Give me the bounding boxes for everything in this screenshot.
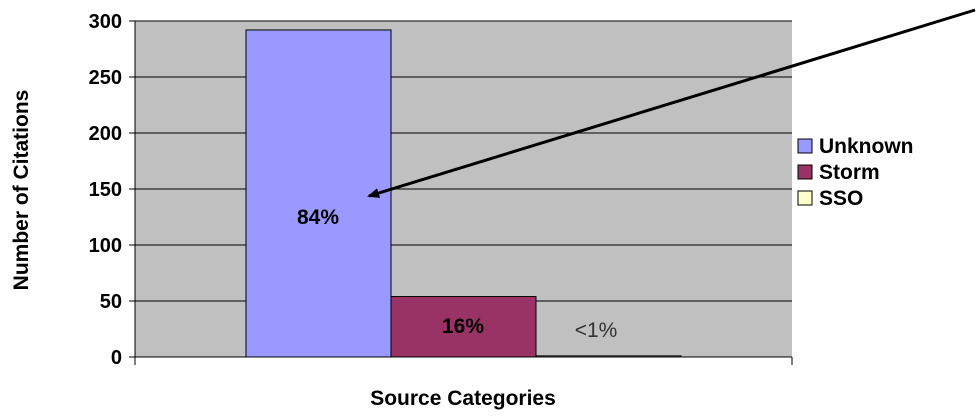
- y-tick-label: 200: [89, 123, 122, 145]
- bar-storm: [390, 296, 537, 358]
- legend-label-unknown: Unknown: [819, 135, 914, 158]
- y-tick-label: 300: [89, 11, 122, 33]
- data-label-storm: 16%: [442, 315, 484, 338]
- y-tick-label: 250: [89, 67, 122, 89]
- legend-label-sso: SSO: [819, 187, 863, 210]
- legend-swatch-sso: [797, 190, 813, 206]
- y-tick-label: 50: [100, 291, 122, 313]
- y-axis-title: Number of Citations: [10, 90, 33, 291]
- data-label-unknown: 84%: [297, 206, 339, 229]
- legend-label-storm: Storm: [819, 161, 880, 184]
- legend-swatch-storm: [797, 164, 813, 180]
- legend-swatch-unknown: [797, 138, 813, 154]
- bar-unknown: [245, 29, 392, 358]
- y-tick-label: 100: [89, 235, 122, 257]
- annotation-arrow: [367, 8, 976, 198]
- data-label-sso: <1%: [575, 319, 618, 342]
- y-tick-label: 150: [89, 179, 122, 201]
- x-axis-title: Source Categories: [370, 387, 556, 410]
- y-tick-label: 0: [111, 347, 122, 369]
